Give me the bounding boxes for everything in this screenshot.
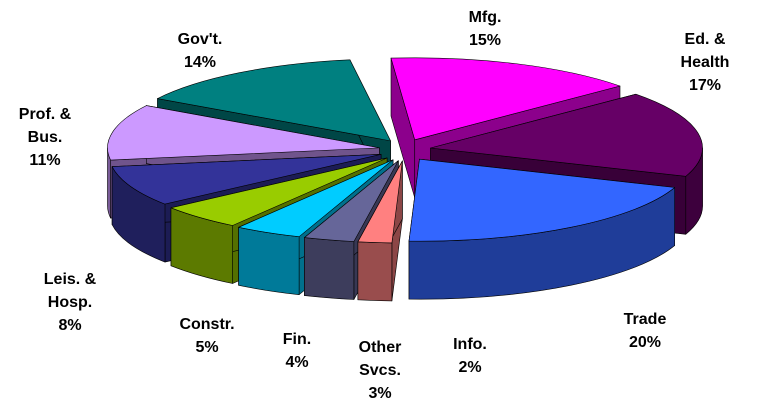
slice-side bbox=[304, 237, 355, 300]
value-label: 11% bbox=[29, 152, 60, 169]
value-label: 5% bbox=[195, 339, 218, 356]
slice-side bbox=[238, 227, 300, 295]
category-label: Health bbox=[681, 54, 730, 71]
category-label: Bus. bbox=[28, 129, 63, 146]
value-label: 4% bbox=[285, 354, 308, 371]
category-label: Gov't. bbox=[178, 31, 223, 48]
slice-top bbox=[107, 105, 380, 161]
category-label: Constr. bbox=[179, 316, 234, 333]
category-label: Leis. & bbox=[44, 271, 97, 288]
slice-top bbox=[111, 153, 382, 205]
slice-top bbox=[357, 160, 403, 244]
value-label: 20% bbox=[629, 334, 661, 351]
slice bbox=[357, 160, 403, 302]
value-label: 3% bbox=[368, 385, 391, 402]
category-label: Info. bbox=[453, 336, 487, 353]
slice-top bbox=[157, 59, 391, 142]
category-label: Trade bbox=[624, 311, 667, 328]
slice-top bbox=[430, 93, 703, 177]
category-label: Mfg. bbox=[469, 9, 502, 26]
value-label: 17% bbox=[689, 77, 721, 94]
category-label: Hosp. bbox=[48, 294, 92, 311]
slice-top bbox=[238, 159, 394, 237]
category-label: Other bbox=[359, 339, 402, 356]
value-label: 14% bbox=[184, 54, 216, 71]
slice bbox=[408, 158, 675, 300]
category-label: Svcs. bbox=[359, 362, 401, 379]
category-label: Prof. & bbox=[19, 106, 72, 123]
slice-top bbox=[408, 158, 675, 242]
slice-top bbox=[304, 160, 399, 242]
value-label: 2% bbox=[458, 359, 481, 376]
slice-top bbox=[390, 57, 621, 141]
category-label: Fin. bbox=[283, 331, 311, 348]
value-label: 8% bbox=[58, 317, 81, 334]
value-label: 15% bbox=[469, 32, 501, 49]
category-label: Ed. & bbox=[685, 31, 726, 48]
slice-top bbox=[170, 157, 388, 226]
slice-side bbox=[357, 241, 393, 302]
